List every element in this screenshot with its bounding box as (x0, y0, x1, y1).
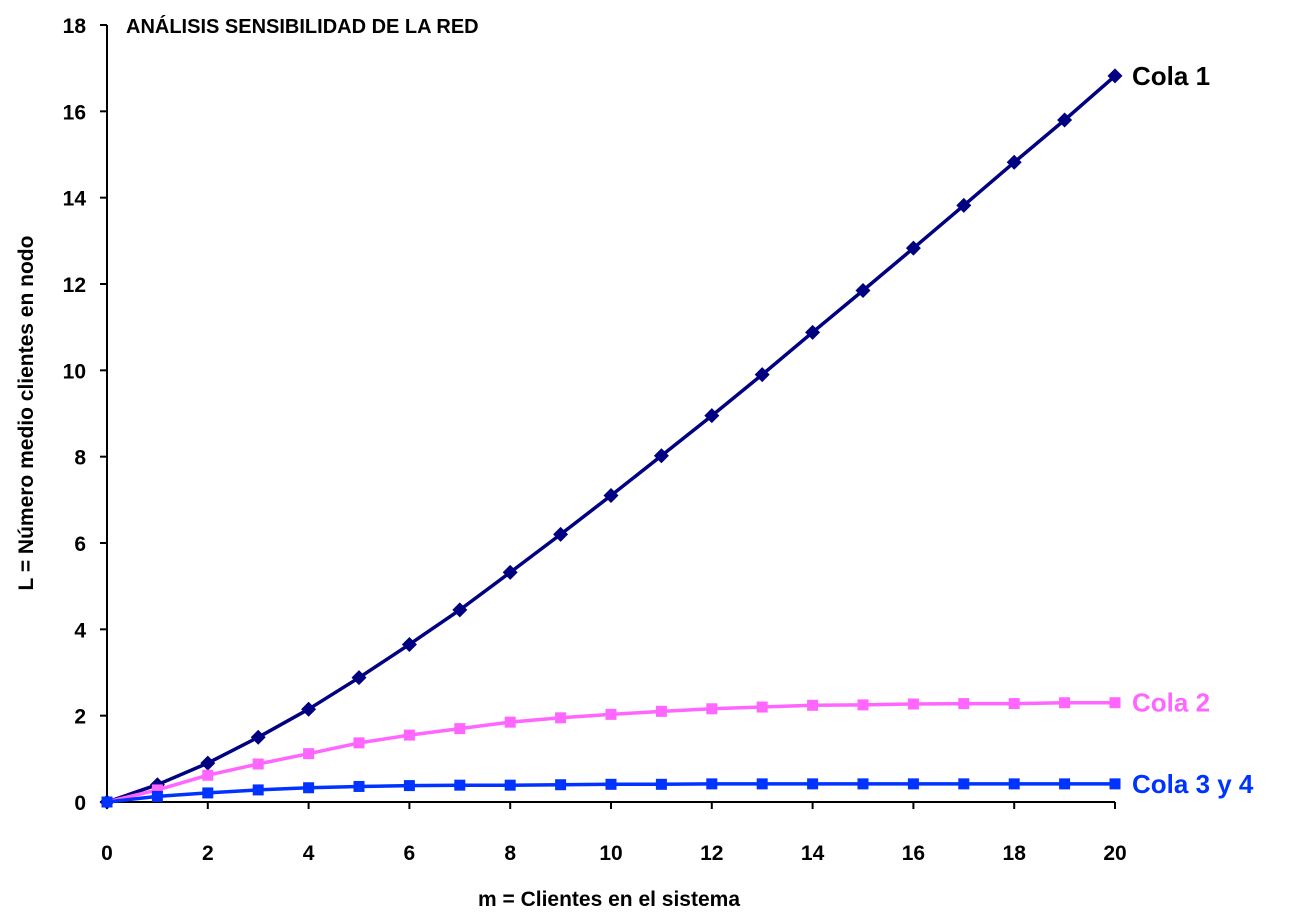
data-point (655, 705, 667, 717)
y-tick-label: 14 (63, 188, 87, 211)
series-label: Cola 1 (1132, 61, 1210, 91)
data-point (151, 790, 163, 802)
x-tick-label: 12 (700, 842, 723, 865)
data-point (301, 701, 317, 717)
data-point (1008, 698, 1020, 710)
chart-title: ANÁLISIS SENSIBILIDAD DE LA RED (126, 15, 479, 38)
data-point (857, 699, 869, 711)
data-point (756, 701, 768, 713)
series-labels: Cola 1 Cola 2 Cola 3 y 4 (1132, 61, 1254, 799)
y-tick-label: 0 (74, 792, 86, 815)
data-point (555, 779, 567, 791)
data-point (655, 778, 667, 790)
data-point (200, 755, 216, 771)
data-point (202, 787, 214, 799)
x-tick-label: 0 (101, 842, 113, 865)
data-point (1006, 154, 1022, 170)
data-point (504, 779, 516, 791)
data-point (706, 778, 718, 790)
data-point (504, 716, 516, 728)
x-tick-label: 18 (1003, 842, 1027, 865)
data-point (706, 703, 718, 715)
data-point (958, 698, 970, 710)
data-point (905, 240, 921, 256)
data-point (756, 778, 768, 790)
data-point (553, 526, 569, 542)
data-point (1109, 697, 1121, 709)
y-tick-label: 6 (74, 533, 86, 556)
data-point (502, 564, 518, 580)
data-point (1059, 697, 1071, 709)
y-tick-label: 12 (63, 274, 86, 297)
y-tick-label: 18 (63, 15, 87, 38)
data-point (1057, 112, 1073, 128)
data-point (958, 778, 970, 790)
series-group (99, 68, 1123, 810)
y-tick-label: 10 (63, 360, 86, 383)
y-tick-label: 16 (63, 101, 86, 124)
data-point (907, 778, 919, 790)
data-point (202, 769, 214, 781)
series-cola-3-y-4 (101, 778, 1121, 808)
data-point (403, 780, 415, 792)
data-point (454, 779, 466, 791)
x-tick-label: 10 (599, 842, 622, 865)
series-label: Cola 2 (1132, 688, 1210, 718)
data-point (704, 408, 720, 424)
data-point (1059, 778, 1071, 790)
data-point (353, 737, 365, 749)
data-point (454, 723, 466, 735)
data-point (653, 448, 669, 464)
x-tick-label: 8 (504, 842, 516, 865)
x-tick-label: 6 (404, 842, 416, 865)
data-point (857, 778, 869, 790)
data-point (807, 778, 819, 790)
data-point (855, 282, 871, 298)
x-axis-title: m = Clientes en el sistema (478, 888, 740, 911)
data-point (303, 748, 315, 760)
data-point (151, 784, 163, 796)
data-point (101, 796, 113, 808)
data-point (303, 782, 315, 794)
x-tick-label: 2 (202, 842, 214, 865)
y-tick-label: 4 (74, 619, 86, 642)
x-tick-label: 20 (1103, 842, 1126, 865)
data-point (452, 602, 468, 618)
series-line (106, 74, 1117, 804)
data-point (351, 670, 367, 686)
data-point (603, 488, 619, 504)
series-cola-2 (101, 697, 1121, 808)
data-point (250, 729, 266, 745)
data-point (605, 708, 617, 720)
series-label: Cola 3 y 4 (1132, 769, 1254, 799)
data-point (252, 758, 264, 770)
data-point (907, 698, 919, 710)
x-tick-label: 14 (801, 842, 825, 865)
data-point (605, 778, 617, 790)
data-point (353, 780, 365, 792)
data-point (1109, 778, 1121, 790)
axes: 0 2 4 6 8 10 12 14 16 18 20 0 2 4 6 8 10 12 14 16 18 (63, 15, 1127, 865)
data-point (403, 729, 415, 741)
y-axis-title: L = Número medio clientes en nodo (15, 236, 38, 591)
data-point (805, 324, 821, 340)
data-point (754, 367, 770, 383)
y-tick-label: 8 (74, 447, 86, 470)
data-point (1008, 778, 1020, 790)
data-point (1107, 68, 1123, 84)
data-point (807, 699, 819, 711)
x-tick-label: 16 (902, 842, 925, 865)
data-point (956, 197, 972, 213)
y-tick-label: 2 (74, 706, 86, 729)
x-tick-label: 4 (303, 842, 315, 865)
data-point (252, 784, 264, 796)
data-point (401, 636, 417, 652)
data-point (555, 712, 567, 724)
